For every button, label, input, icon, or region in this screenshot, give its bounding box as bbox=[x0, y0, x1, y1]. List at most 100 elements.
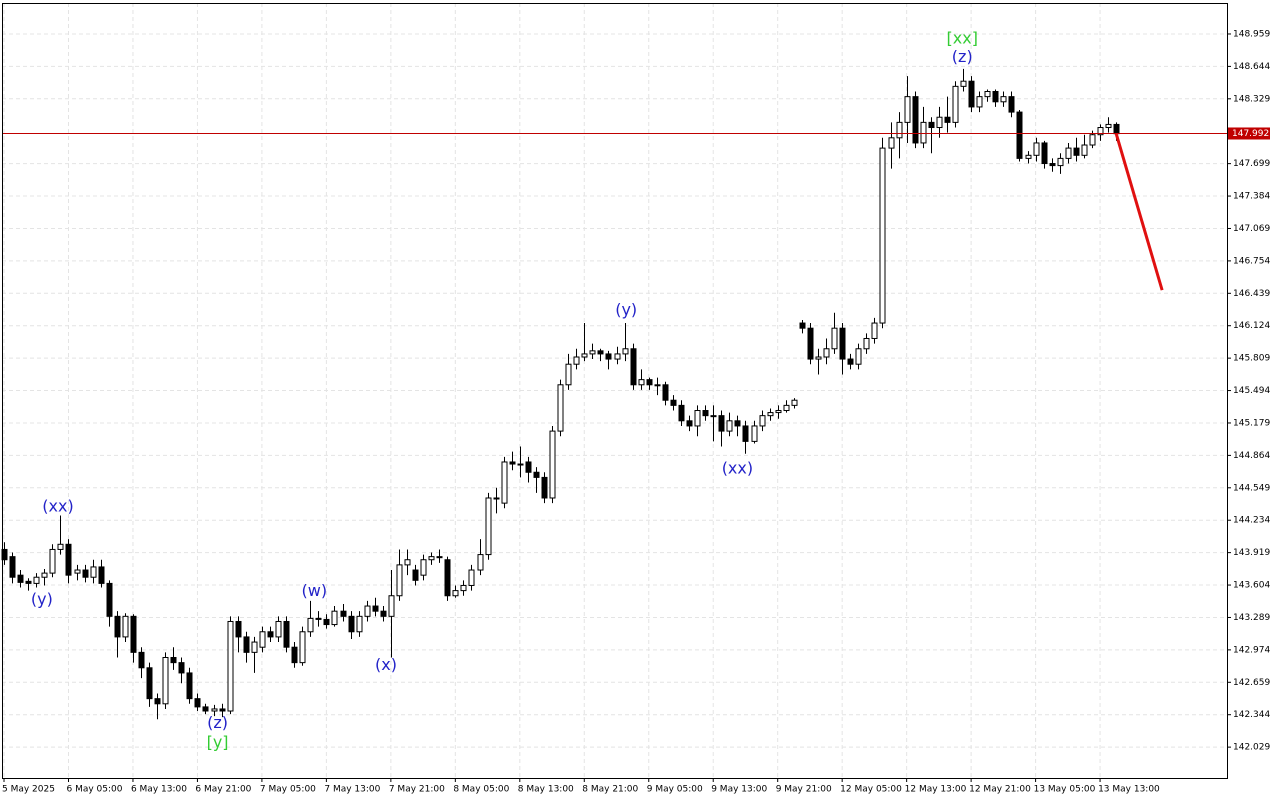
candle-body bbox=[573, 356, 580, 365]
candle-body bbox=[662, 384, 669, 401]
y-tick-label: 144.234 bbox=[1233, 516, 1270, 526]
candle-body bbox=[1073, 147, 1080, 156]
candle-body bbox=[364, 605, 371, 617]
x-tick-label: 8 May 05:00 bbox=[453, 785, 509, 795]
candle-body bbox=[219, 708, 226, 712]
candle-body bbox=[340, 610, 347, 617]
wave-label: (z) bbox=[952, 47, 973, 66]
candle-body bbox=[315, 617, 322, 620]
candle-body bbox=[259, 631, 266, 648]
candle-body bbox=[823, 348, 830, 358]
x-tick-label: 6 May 05:00 bbox=[66, 785, 122, 795]
x-tick-label: 9 May 05:00 bbox=[647, 785, 703, 795]
x-tick-label: 6 May 13:00 bbox=[131, 785, 187, 795]
wave-label: (w) bbox=[302, 581, 328, 600]
candle-body bbox=[1089, 134, 1096, 146]
candle-body bbox=[944, 116, 951, 123]
candle-body bbox=[734, 420, 741, 427]
candle-body bbox=[9, 556, 16, 578]
candle-body bbox=[718, 415, 725, 432]
candle-body bbox=[622, 348, 629, 355]
candle-body bbox=[146, 667, 153, 700]
candle-body bbox=[759, 415, 766, 427]
candle-body bbox=[468, 569, 475, 586]
y-tick-label: 144.864 bbox=[1233, 451, 1270, 461]
candle-body bbox=[992, 91, 999, 103]
candle-body bbox=[194, 698, 201, 708]
candle-body bbox=[299, 631, 306, 664]
candle-body bbox=[1016, 111, 1023, 159]
plot-frame bbox=[2, 3, 1228, 779]
candle-body bbox=[283, 620, 290, 648]
candle-body bbox=[839, 327, 846, 360]
grid: 142.029 142.344 142.659 142.974 143.289 143.6… bbox=[2, 3, 1270, 795]
candle-body bbox=[710, 415, 717, 418]
x-tick-label: 7 May 13:00 bbox=[324, 785, 380, 795]
x-tick-label: 12 May 21:00 bbox=[969, 785, 1031, 795]
current-price-label: 147.992 bbox=[1232, 129, 1269, 139]
wave-label: (y) bbox=[615, 300, 637, 319]
candle-body bbox=[1025, 154, 1032, 159]
candle-body bbox=[976, 96, 983, 108]
wave-label: [y] bbox=[207, 732, 229, 751]
y-tick-label: 142.029 bbox=[1233, 743, 1270, 753]
x-tick-label: 8 May 13:00 bbox=[518, 785, 574, 795]
wave-label: (xx) bbox=[722, 459, 753, 478]
candle-body bbox=[138, 651, 145, 669]
candle-body bbox=[291, 646, 298, 664]
candle-body bbox=[968, 80, 975, 108]
candle-body bbox=[477, 554, 484, 571]
candle-body bbox=[726, 420, 733, 432]
candle-body bbox=[678, 404, 685, 422]
candle-body bbox=[25, 580, 32, 584]
candle-body bbox=[154, 698, 161, 705]
candle-body bbox=[557, 384, 564, 432]
x-tick-label: 7 May 21:00 bbox=[389, 785, 445, 795]
candle-body bbox=[791, 399, 798, 406]
candle-body bbox=[847, 358, 854, 365]
candle-body bbox=[267, 631, 274, 638]
candle-body bbox=[98, 566, 105, 584]
candle-body bbox=[444, 559, 451, 597]
candle-body bbox=[372, 605, 379, 612]
candle-body bbox=[1000, 96, 1007, 103]
candle-body bbox=[33, 576, 40, 584]
candle-body bbox=[428, 556, 435, 561]
candle-body bbox=[783, 404, 790, 412]
x-tick-label: 9 May 13:00 bbox=[711, 785, 767, 795]
y-tick-label: 143.289 bbox=[1233, 613, 1270, 623]
candle-body bbox=[162, 656, 169, 705]
candle-body bbox=[323, 618, 330, 626]
overlay: 147.992(xx)(y)(z)[y](w)(x)(y)(xx)(z)[xx] bbox=[2, 29, 1270, 751]
y-tick-label: 145.809 bbox=[1233, 354, 1270, 364]
candle-body bbox=[1041, 142, 1048, 165]
candle-body bbox=[202, 706, 209, 712]
x-tick-label: 12 May 13:00 bbox=[905, 785, 967, 795]
wave-label: (z) bbox=[207, 713, 228, 732]
candle-body bbox=[525, 461, 532, 473]
candle-body bbox=[106, 582, 113, 617]
y-tick-label: 143.919 bbox=[1233, 548, 1270, 558]
x-tick-label: 6 May 21:00 bbox=[195, 785, 251, 795]
y-tick-label: 144.549 bbox=[1233, 483, 1270, 493]
candle-body bbox=[1097, 127, 1104, 136]
x-tick-label: 7 May 05:00 bbox=[260, 785, 316, 795]
x-tick-label: 9 May 21:00 bbox=[776, 785, 832, 795]
candle-body bbox=[1008, 96, 1015, 113]
candle-body bbox=[694, 410, 701, 427]
candle-body bbox=[928, 121, 935, 129]
candle-body bbox=[1057, 157, 1064, 167]
wave-label: (x) bbox=[375, 655, 397, 674]
candle-body bbox=[815, 356, 822, 360]
candle-body bbox=[114, 615, 121, 638]
candle-body bbox=[565, 363, 572, 386]
y-tick-label: 145.179 bbox=[1233, 418, 1270, 428]
candle-body bbox=[670, 399, 677, 406]
x-tick-label: 13 May 13:00 bbox=[1098, 785, 1160, 795]
candle-body bbox=[1049, 163, 1056, 167]
candle-body bbox=[1113, 123, 1120, 135]
candle-body bbox=[348, 615, 355, 633]
candle-body bbox=[742, 425, 749, 442]
